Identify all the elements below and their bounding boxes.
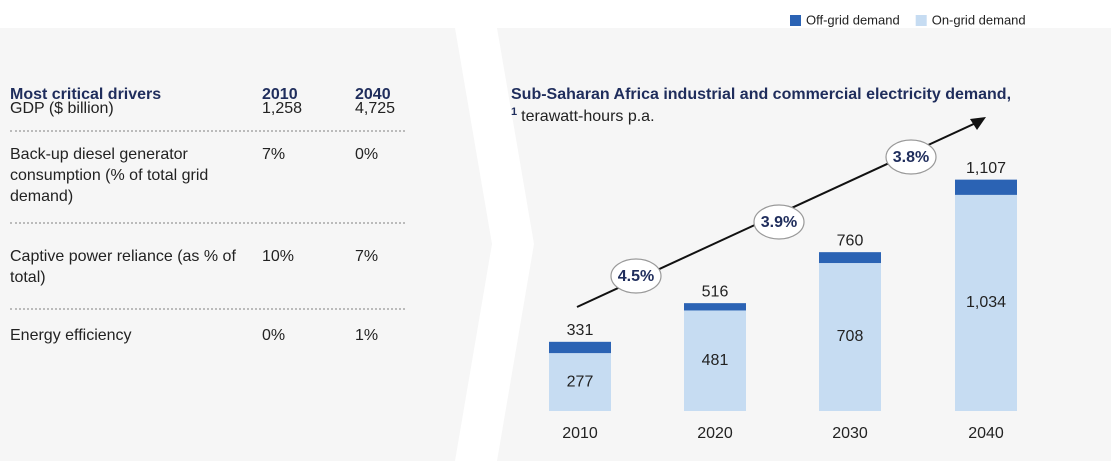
table-label: Energy efficiency — [10, 327, 132, 344]
left-panel — [0, 28, 492, 461]
x-tick-label: 2020 — [697, 425, 733, 442]
growth-bubble — [610, 258, 662, 294]
bar-segment — [819, 252, 881, 264]
subtitle: 1 terawatt-hours p.a. — [511, 106, 655, 125]
growth-bubble — [885, 139, 937, 175]
bar-segment — [819, 263, 881, 411]
bar-segment — [955, 194, 1017, 411]
table-label: Captive power reliance (as % of total) — [10, 248, 236, 286]
growth-label: 4.5% — [618, 268, 654, 285]
table-value: 7% — [355, 248, 379, 265]
bar-segment — [684, 310, 746, 411]
footnote: 1 — [511, 106, 517, 118]
table-value: 1,258 — [262, 100, 303, 117]
legend-swatch — [915, 15, 927, 26]
table-label: GDP ($ billion) — [10, 100, 114, 117]
table-value: 0% — [355, 146, 379, 163]
total-label: 516 — [702, 283, 729, 300]
table-header: Most critical drivers — [10, 86, 162, 103]
bar-segment — [549, 353, 611, 411]
total-label: 1,107 — [966, 160, 1006, 177]
divider — [10, 222, 405, 224]
table-label: Back-up diesel generator consumption (% … — [10, 146, 209, 205]
growth-label: 3.9% — [761, 214, 797, 231]
bar-segment — [684, 303, 746, 311]
growth-bubble — [753, 204, 805, 240]
total-label: 760 — [837, 232, 864, 249]
table-header: 2010 — [262, 86, 298, 103]
legend-label: Off-grid demand — [806, 12, 900, 27]
bar-segment — [549, 341, 611, 354]
data-label: 1,034 — [966, 294, 1006, 311]
data-label: 277 — [567, 373, 594, 390]
x-tick-label: 2040 — [968, 425, 1004, 442]
x-tick-label: 2010 — [562, 425, 598, 442]
table-value: 10% — [262, 248, 295, 265]
table-header: 2040 — [355, 86, 391, 103]
unit: terawatt-hours p.a. — [521, 108, 654, 125]
bar-segment — [955, 179, 1017, 195]
table-value: 4,725 — [355, 100, 396, 117]
x-tick-label: 2030 — [832, 425, 868, 442]
growth-label: 3.8% — [893, 149, 929, 166]
table-value: 7% — [262, 146, 286, 163]
total-label: 331 — [567, 322, 594, 339]
table-value: 1% — [355, 327, 379, 344]
arrow-head — [970, 117, 986, 130]
chart-title: Sub-Saharan Africa industrial and commer… — [511, 86, 1011, 103]
divider — [10, 130, 405, 132]
data-label: 481 — [702, 352, 729, 369]
table-value: 0% — [262, 327, 286, 344]
legend-label: On-grid demand — [932, 12, 1026, 27]
divider — [10, 308, 405, 310]
data-label: 708 — [837, 328, 864, 345]
legend-swatch — [790, 15, 801, 26]
